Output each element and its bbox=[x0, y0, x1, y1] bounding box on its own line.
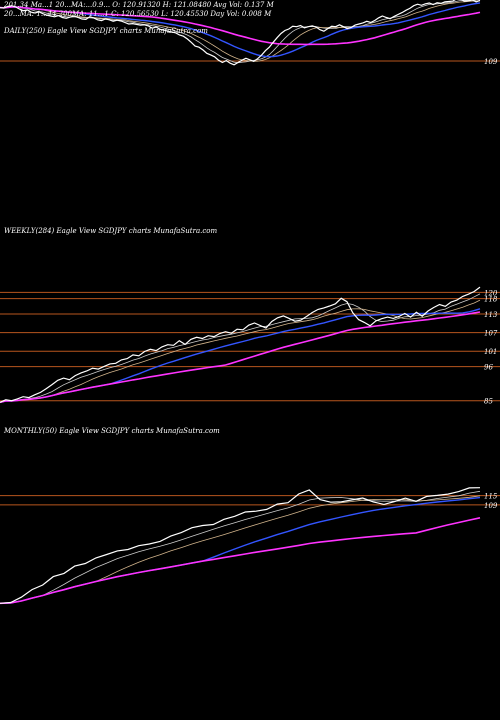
weekly-y-tick-label: 96 bbox=[484, 364, 493, 372]
weekly-y-tick-label: 118 bbox=[484, 296, 498, 304]
weekly-y-tick-label: 120 bbox=[484, 289, 498, 297]
weekly-ma-magenta-line bbox=[0, 311, 481, 404]
weekly-ma-mid-line bbox=[0, 299, 481, 403]
weekly-price-line bbox=[0, 286, 481, 403]
weekly-chart-title: WEEKLY(284) Eagle View SGDJPY charts Mun… bbox=[4, 227, 217, 235]
weekly-y-tick-label: 107 bbox=[484, 330, 498, 338]
monthly-chart-title: MONTHLY(50) Eagle View SGDJPY charts Mun… bbox=[3, 427, 220, 435]
monthly-ma-short-line bbox=[0, 490, 481, 604]
daily-ma-mid-line bbox=[0, 0, 481, 62]
daily-chart-panel: 109 bbox=[0, 0, 500, 66]
daily-price-line bbox=[0, 0, 481, 66]
daily-ma-magenta-line bbox=[0, 6, 481, 46]
monthly-price-line bbox=[0, 487, 481, 604]
header-quote-line-1: 201.34 Ma...1 20...MA:...0.9... O: 120.9… bbox=[3, 1, 275, 9]
monthly-ma-magenta-line bbox=[0, 517, 481, 605]
daily-ma-short-line bbox=[0, 0, 481, 64]
weekly-y-tick-label: 101 bbox=[484, 348, 497, 356]
weekly-ma-short-line bbox=[0, 293, 481, 403]
weekly-y-tick-label: 85 bbox=[484, 398, 493, 406]
weekly-y-tick-label: 113 bbox=[484, 311, 498, 319]
daily-y-tick-label: 109 bbox=[484, 58, 498, 66]
monthly-y-tick-label: 115 bbox=[484, 493, 498, 501]
monthly-y-tick-label: 109 bbox=[484, 502, 498, 510]
header-quote-line-2: 20...MA: 1...44 200MA: 11...1 C: 120.565… bbox=[3, 10, 272, 18]
daily-chart-title: DAILY(250) Eagle View SGDJPY charts Muna… bbox=[3, 27, 208, 35]
